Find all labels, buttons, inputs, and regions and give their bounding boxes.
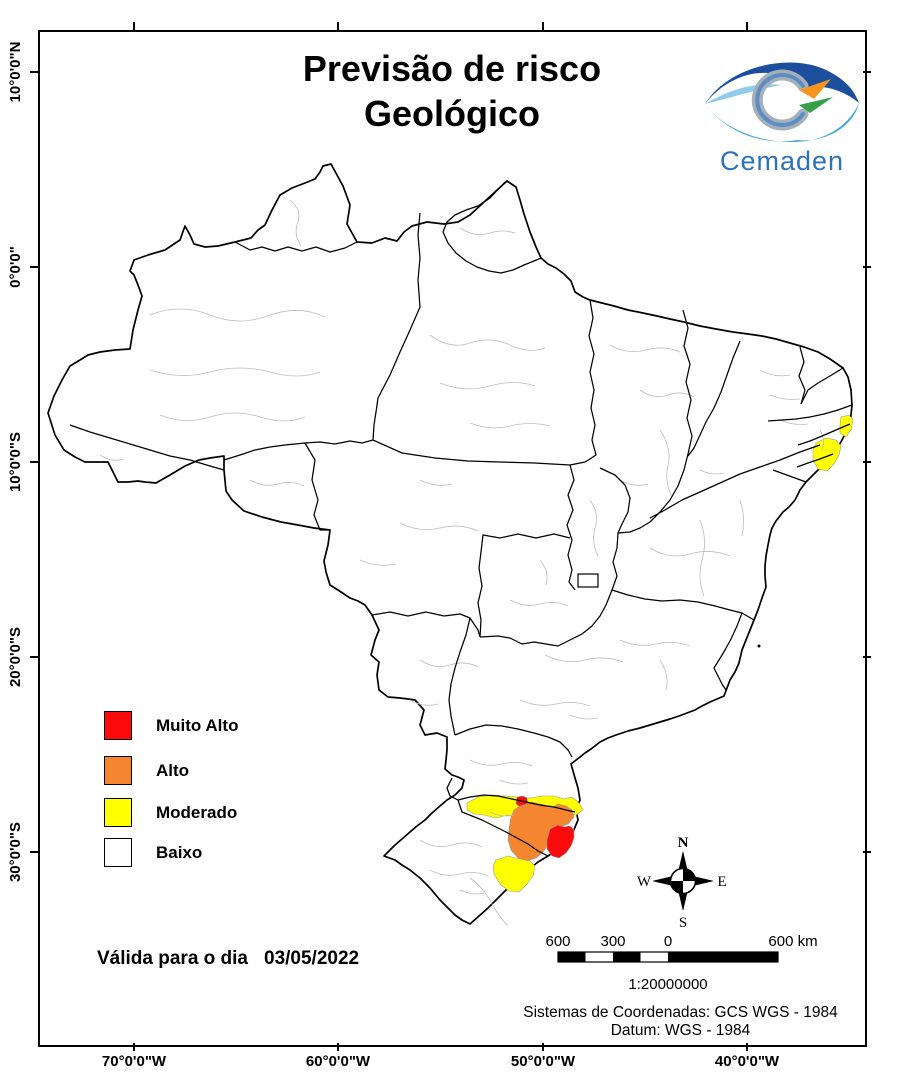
- lon-label-50w: 50°0'0"W: [510, 1053, 576, 1070]
- compass-rose: N S W E: [637, 835, 727, 931]
- island-dot: [757, 644, 761, 648]
- risk-regions: [466, 414, 854, 893]
- map-title-line1: Previsão de risco: [302, 48, 602, 89]
- state-boundaries: [69, 181, 853, 857]
- legend-label-muito-alto: Muito Alto: [156, 715, 239, 735]
- legend-item-alto: Alto: [104, 756, 189, 785]
- lat-label-30s: 30°0'0"S: [7, 821, 24, 883]
- lat-label-10s: 10°0'0"S: [7, 431, 24, 493]
- lat-label-20s: 20°0'0"S: [7, 626, 24, 688]
- compass-w-label: W: [637, 874, 652, 890]
- legend-item-baixo: Baixo: [104, 838, 202, 867]
- legend-swatch-muito-alto: [104, 711, 132, 740]
- legend-label-baixo: Baixo: [156, 842, 203, 862]
- legend-item-muito-alto: Muito Alto: [104, 711, 238, 740]
- legend-swatch-baixo: [104, 838, 132, 867]
- map-title-line2: Geológico: [363, 93, 540, 134]
- validity-note: Válida para o dia 03/05/2022: [97, 948, 359, 970]
- legend-label-moderado: Moderado: [156, 802, 238, 822]
- crs-line1: Sistemas de Coordenadas: GCS WGS - 1984: [523, 1004, 838, 1021]
- compass-s-label: S: [679, 915, 687, 931]
- lon-label-60w: 60°0'0"W: [305, 1053, 371, 1070]
- legend-swatch-moderado: [104, 798, 132, 827]
- cemaden-wordmark: Cemaden: [719, 146, 845, 176]
- risk-region-muito-alto-coast: [546, 824, 575, 859]
- scale-bar: 600 300 0 600 km 1:20000000: [545, 933, 817, 993]
- scale-label-600: 600: [545, 933, 570, 950]
- graticule-ticks: [30, 22, 871, 1051]
- scale-ratio: 1:20000000: [628, 976, 707, 993]
- validity-date: 03/05/2022: [264, 948, 360, 969]
- lon-label-70w: 70°0'0"W: [101, 1053, 167, 1070]
- brazil-outline: [47, 163, 853, 925]
- cemaden-logo-icon: [705, 62, 859, 142]
- risk-region-moderado-ne-big: [812, 437, 842, 472]
- compass-n-label: N: [678, 835, 689, 851]
- scale-label-300: 300: [600, 933, 625, 950]
- validity-label: Válida para o dia: [97, 948, 248, 969]
- scale-label-0: 0: [664, 933, 672, 950]
- crs-line2: Datum: WGS - 1984: [610, 1022, 751, 1039]
- scale-label-600km: 600 km: [768, 933, 817, 950]
- lat-label-0: 0°0'0": [7, 246, 24, 288]
- municipal-boundaries: [99, 199, 824, 927]
- lat-label-10n: 10°0'0"N: [7, 41, 24, 103]
- legend-swatch-alto: [104, 756, 132, 785]
- lon-label-40w: 40°0'0"W: [714, 1053, 780, 1070]
- legend-item-moderado: Moderado: [104, 798, 237, 827]
- distrito-federal-outline: [577, 573, 599, 588]
- legend-label-alto: Alto: [156, 760, 190, 780]
- map-title: Previsão de risco Geológico: [150, 46, 754, 136]
- crs-note: Sistemas de Coordenadas: GCS WGS - 1984 …: [478, 1004, 883, 1040]
- compass-e-label: E: [717, 874, 726, 890]
- risk-region-moderado-rs: [492, 855, 536, 893]
